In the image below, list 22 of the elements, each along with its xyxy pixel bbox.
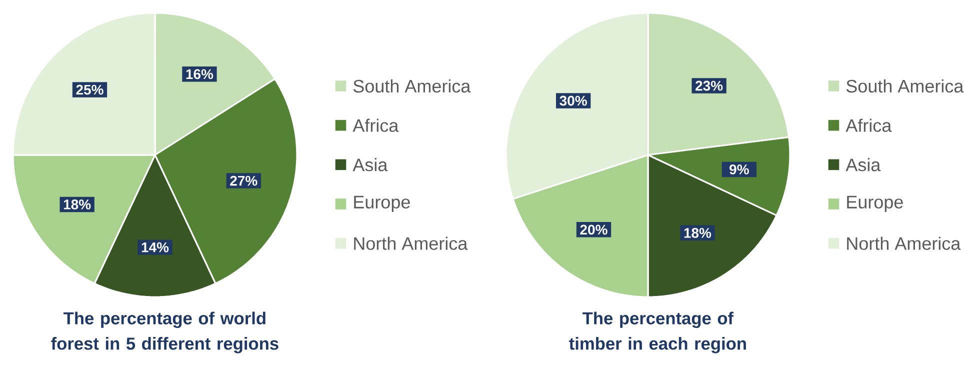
- data-label: 14%: [142, 242, 169, 252]
- legend-label: North America: [354, 236, 468, 250]
- legend-label: South America: [353, 79, 471, 93]
- legend-label: Africa: [846, 118, 892, 132]
- data-label: 25%: [76, 84, 104, 95]
- data-label: 27%: [230, 176, 258, 186]
- data-label: 18%: [64, 200, 91, 210]
- data-label: 30%: [560, 96, 587, 106]
- data-label: 9%: [730, 164, 749, 174]
- legend-label: Asia: [352, 158, 388, 172]
- legend-label: North America: [847, 236, 961, 250]
- legend-label: Africa: [352, 118, 399, 132]
- text: The percentage of world forest in 5 different regions: [51, 312, 278, 354]
- data-label: 18%: [684, 228, 712, 238]
- data-label: 20%: [580, 224, 608, 235]
- legend-label: Europe: [354, 196, 410, 212]
- legend-label: Europe: [847, 196, 903, 212]
- legend-label: Asia: [846, 158, 881, 172]
- text: The percentage of timber in each region: [569, 312, 746, 354]
- data-label: 23%: [696, 80, 723, 91]
- data-label: 16%: [186, 69, 214, 80]
- legend-label: South America: [846, 79, 964, 93]
